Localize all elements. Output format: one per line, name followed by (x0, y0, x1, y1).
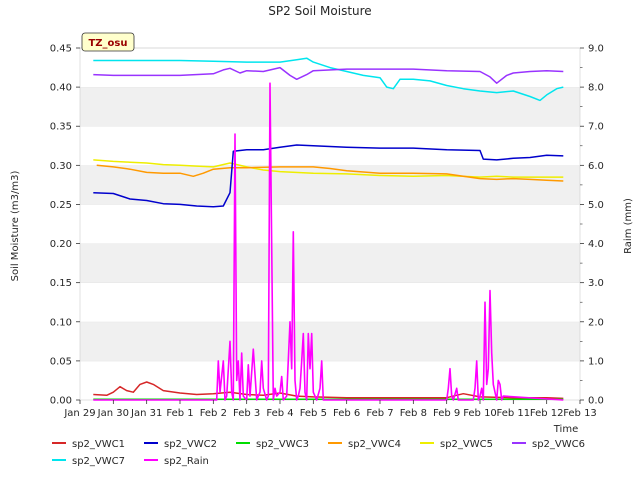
background-band (80, 321, 580, 361)
x-tick-label: Feb 7 (366, 408, 393, 419)
y-tick-label: 0.40 (50, 83, 72, 94)
background-band (80, 204, 580, 244)
x-tick-label: Feb 10 (463, 408, 497, 419)
y2-axis-label: Raim (mm) (623, 198, 634, 254)
x-tick-label: Feb 8 (400, 408, 427, 419)
y-tick-label: 0.35 (50, 122, 72, 133)
series-line-sp2-vwc4 (96, 164, 564, 182)
background-band (80, 126, 580, 166)
y-tick-label: 0.00 (50, 396, 72, 407)
y-tick-label: 0.25 (50, 200, 72, 211)
y2-tick-label: 5.0 (588, 200, 604, 211)
legend-label: sp2_VWC1 (72, 439, 125, 450)
series-line-sp2-vwc6 (93, 66, 564, 84)
y-tick-label: 0.10 (50, 317, 72, 328)
legend-label: sp2_VWC2 (164, 439, 217, 450)
background-bands (80, 47, 580, 400)
y2-tick-label: 2.0 (588, 317, 604, 328)
x-tick-label: Feb 6 (333, 408, 360, 419)
x-tick-label: Feb 13 (563, 408, 597, 419)
legend-label: sp2_VWC4 (348, 439, 401, 450)
x-tick-label: Feb 12 (530, 408, 564, 419)
legend-label: sp2_VWC7 (72, 456, 125, 467)
y-tick-label: 0.20 (50, 239, 72, 250)
x-tick-label: Feb 1 (166, 408, 193, 419)
legend-label: sp2_VWC5 (440, 439, 493, 450)
y2-tick-label: 0.0 (588, 396, 604, 407)
x-tick-label: Jan 29 (63, 408, 95, 419)
station-badge-label: TZ_osu (88, 38, 127, 49)
y2-tick-label: 6.0 (588, 161, 604, 172)
legend-label: sp2_VWC6 (532, 439, 585, 450)
station-badge: TZ_osu (81, 32, 135, 52)
series-layer (93, 57, 564, 401)
series-line-sp2-rain (93, 82, 564, 401)
x-tick-label: Feb 2 (200, 408, 227, 419)
x-tick-label: Feb 4 (266, 408, 293, 419)
background-band (80, 87, 580, 127)
background-band (80, 165, 580, 205)
y2-tick-label: 9.0 (588, 44, 604, 55)
y-tick-label: 0.45 (50, 44, 72, 55)
x-tick-label: Feb 11 (497, 408, 531, 419)
series-line-sp2-vwc2 (93, 144, 564, 208)
background-band (80, 243, 580, 283)
y2-tick-label: 7.0 (588, 122, 604, 133)
axes-layer: 0.00 0.05 0.10 0.15 0.20 0.25 0.30 0.35 0.40 0.45… (50, 44, 604, 420)
background-band (80, 360, 580, 400)
y-tick-label: 0.30 (50, 161, 72, 172)
x-axis-label: Time (553, 424, 578, 435)
y2-tick-label: 3.0 (588, 278, 604, 289)
legend: sp2_VWC1 sp2_VWC2 sp2_VWC3 sp2_VWC4 sp2_VWC5… (52, 439, 585, 467)
y-tick-label: 0.05 (50, 356, 72, 367)
series-line-sp2-vwc7 (93, 57, 564, 102)
background-band (80, 282, 580, 322)
chart-title: SP2 Soil Moisture (268, 4, 371, 18)
x-tick-label: Feb 3 (233, 408, 260, 419)
legend-label: sp2_VWC3 (256, 439, 309, 450)
x-tick-label: Jan 31 (130, 408, 162, 419)
legend-label: sp2_Rain (164, 456, 209, 467)
y-tick-label: 0.15 (50, 278, 72, 289)
x-tick-label: Feb 5 (300, 408, 327, 419)
station-badge-box (81, 32, 135, 52)
y-axis-label: Soil Moisture (m3/m3) (10, 171, 21, 282)
x-tick-label: Feb 9 (433, 408, 460, 419)
y2-tick-label: 8.0 (588, 83, 604, 94)
y2-tick-label: 4.0 (588, 239, 604, 250)
x-tick-label: Jan 30 (97, 408, 129, 419)
y2-tick-label: 1.0 (588, 356, 604, 367)
